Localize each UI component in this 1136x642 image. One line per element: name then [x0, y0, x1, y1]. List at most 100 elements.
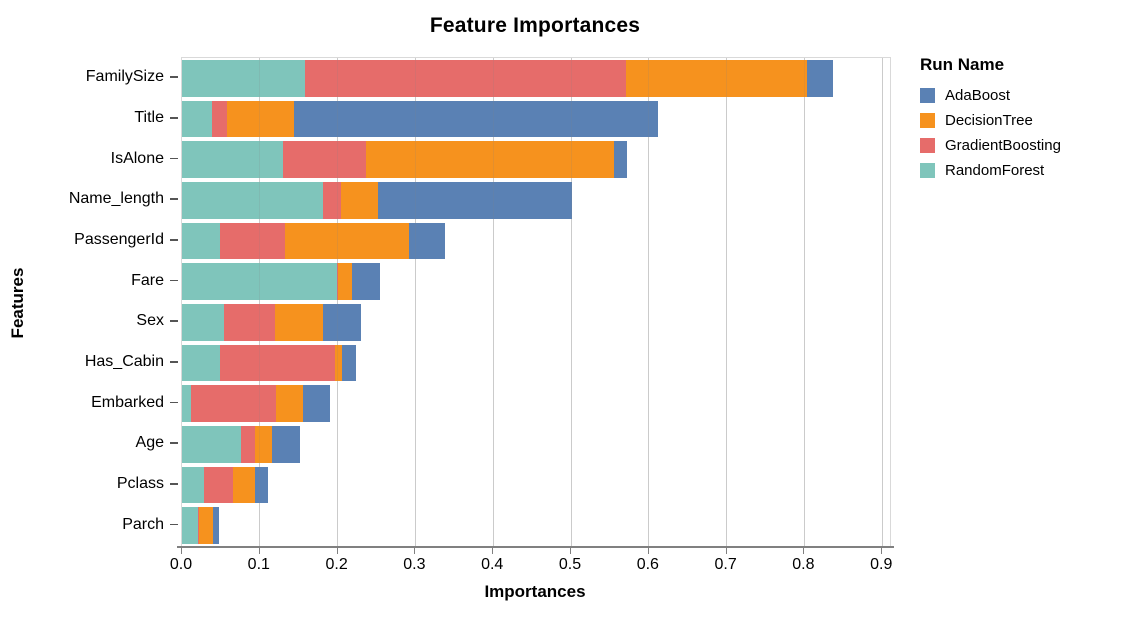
- bar-segment-decisiontree: [626, 60, 807, 97]
- bar-row-embarked: [182, 385, 890, 422]
- x-tick-mark: [570, 548, 571, 554]
- bar-segment-adaboost: [255, 466, 268, 504]
- bar-segment-decisiontree: [276, 385, 303, 422]
- x-tick-label: 0.2: [325, 556, 348, 573]
- bar-row-sex: [182, 304, 890, 341]
- legend-item-decisiontree: DecisionTree: [920, 111, 1061, 129]
- bar-segment-randomforest: [182, 60, 305, 97]
- bar-segment-randomforest: [182, 100, 213, 138]
- x-tick-mark: [258, 548, 260, 554]
- bar-segment-adaboost: [351, 263, 381, 300]
- x-tick-mark: [181, 548, 182, 554]
- bar-row-familysize: [182, 60, 890, 97]
- y-tick-mark: [170, 401, 178, 404]
- bar-segment-decisiontree: [274, 304, 323, 341]
- legend-items: AdaBoost DecisionTree GradientBoosting Rand…: [920, 87, 1061, 179]
- y-axis-title: Features: [8, 267, 27, 339]
- bar-segment-randomforest: [182, 182, 323, 219]
- gridline: [726, 58, 728, 546]
- gridline-overlay: [337, 58, 339, 546]
- bar-segment-adaboost: [272, 426, 301, 463]
- x-tick-mark: [414, 548, 416, 554]
- gridline: [803, 58, 805, 546]
- gridline-overlay: [570, 58, 572, 546]
- gridline: [414, 58, 416, 546]
- y-tick-label: Age: [135, 434, 164, 452]
- bar-segment-adaboost: [302, 385, 330, 422]
- bar-segment-adaboost: [294, 100, 659, 138]
- gridline-overlay: [881, 58, 883, 546]
- gridline: [337, 58, 339, 546]
- x-tick-label: 0.6: [636, 556, 659, 573]
- bar-row-name_length: [182, 182, 890, 219]
- bar-segment-gradientboosting: [220, 222, 286, 260]
- legend-swatch-adaboost: [920, 87, 935, 103]
- bar-segment-gradientboosting: [197, 507, 200, 544]
- x-tick-label: 0.3: [403, 556, 426, 573]
- bar-segment-randomforest: [182, 466, 204, 504]
- bar-segment-gradientboosting: [283, 141, 366, 178]
- bar-segment-randomforest: [182, 141, 284, 178]
- bar-segment-gradientboosting: [220, 344, 336, 382]
- y-tick-label: PassengerId: [74, 231, 164, 248]
- y-tick-mark: [170, 320, 178, 322]
- y-tick-mark: [170, 523, 178, 526]
- x-tick-label: 0.8: [792, 556, 815, 573]
- gridline-overlay: [726, 58, 728, 546]
- legend-swatch-gradientboosting: [920, 137, 935, 153]
- y-tick-label: Name_length: [68, 190, 164, 208]
- bar-segment-gradientboosting: [322, 182, 342, 219]
- x-tick-label: 0.0: [169, 556, 193, 573]
- bar-segment-gradientboosting: [190, 385, 277, 422]
- y-tick-mark: [170, 483, 178, 485]
- legend-title: Run Name: [920, 55, 1005, 74]
- bar-segment-randomforest: [182, 304, 224, 341]
- x-tick-label: 0.7: [714, 556, 737, 573]
- y-tick-mark: [170, 117, 178, 119]
- y-tick-mark: [170, 76, 178, 78]
- y-tick-label: Parch: [122, 515, 164, 533]
- y-tick-label: Has_Cabin: [84, 353, 164, 370]
- y-tick-label: Title: [134, 109, 164, 126]
- x-tick-label: 0.9: [870, 556, 893, 573]
- gridline-overlay: [648, 58, 650, 546]
- bar-segment-randomforest: [182, 507, 198, 544]
- y-tick-label: IsAlone: [110, 149, 164, 167]
- bar-segment-gradientboosting: [241, 426, 256, 463]
- y-tick-mark: [170, 361, 178, 363]
- bar-row-fare: [182, 263, 890, 300]
- bar-row-title: [182, 100, 890, 138]
- y-tick-mark: [170, 157, 178, 160]
- bar-segment-decisiontree: [338, 263, 352, 300]
- bar-row-age: [182, 426, 890, 463]
- x-axis-line: [177, 546, 894, 548]
- legend-label: DecisionTree: [945, 111, 1033, 129]
- bar-segment-adaboost: [213, 507, 219, 544]
- bar-segment-gradientboosting: [304, 60, 627, 97]
- bar-row-pclass: [182, 466, 890, 504]
- x-tick-label: 0.5: [558, 556, 582, 573]
- bar-segment-decisiontree: [227, 100, 295, 138]
- legend-label: RandomForest: [945, 161, 1045, 179]
- y-tick-mark: [170, 198, 178, 200]
- bar-segment-adaboost: [322, 304, 361, 341]
- gridline-overlay: [259, 58, 261, 546]
- legend-item-randomforest: RandomForest: [920, 161, 1061, 179]
- bar-segment-decisiontree: [335, 344, 343, 382]
- legend-item-gradientboosting: GradientBoosting: [920, 137, 1061, 154]
- y-tick-label: Sex: [136, 312, 164, 330]
- chart-title: Feature Importances: [429, 14, 641, 37]
- plot-area: [181, 57, 891, 547]
- bar-segment-decisiontree: [199, 507, 214, 544]
- legend-swatch-randomforest: [920, 162, 935, 178]
- bar-segment-adaboost: [342, 344, 357, 382]
- y-tick-label: FamilySize: [85, 68, 164, 86]
- bar-segment-decisiontree: [341, 182, 379, 219]
- bar-row-parch: [182, 507, 890, 544]
- x-tick-mark: [803, 548, 805, 554]
- x-tick-mark: [647, 548, 649, 554]
- bar-row-isalone: [182, 141, 890, 178]
- x-tick-mark: [725, 548, 727, 554]
- y-tick-mark: [170, 442, 178, 444]
